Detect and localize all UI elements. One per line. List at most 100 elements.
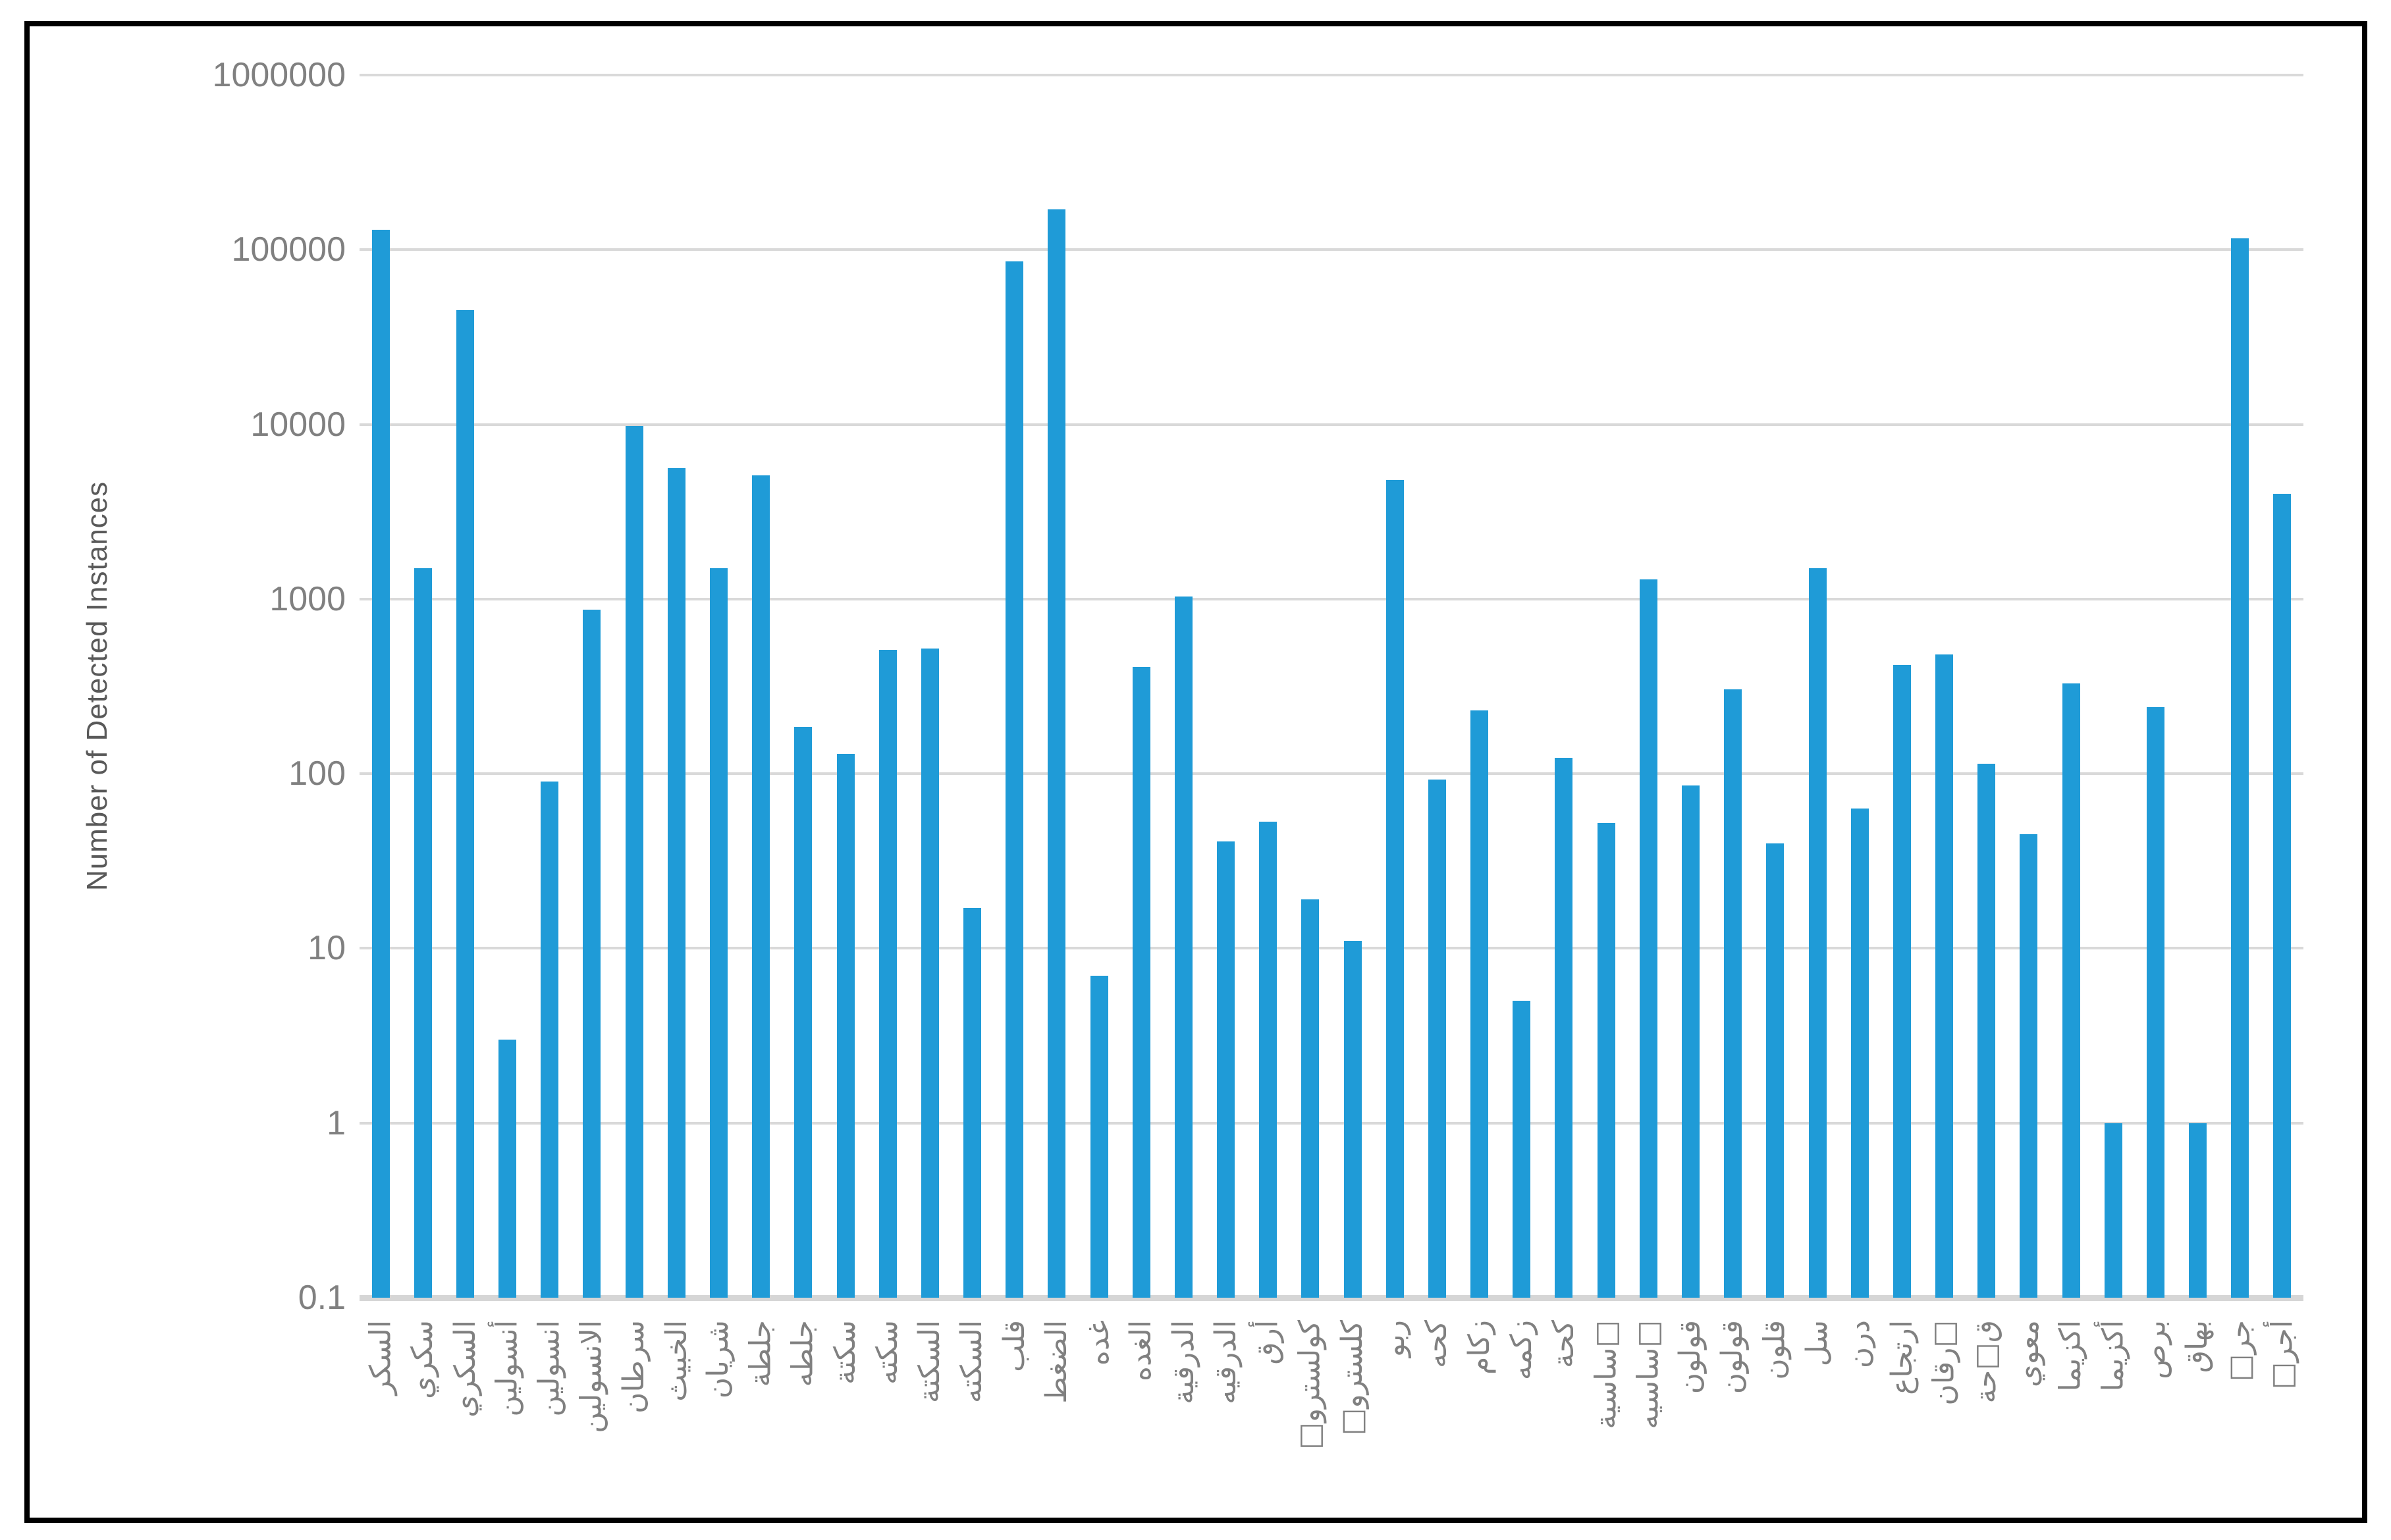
y-tick-label: 1 [327,1103,346,1142]
chart-bar-24 [1343,941,1362,1298]
chart-bar-39 [1977,764,1996,1298]
chart-bar-14 [921,649,939,1298]
chart-bar-1 [371,230,390,1298]
y-tick-label: 100 [288,755,346,793]
x-tick-label: الدرقيه [1208,1320,1243,1404]
chart-bar-37 [1893,664,1911,1298]
gridline [360,248,2303,252]
x-tick-label: شريان [701,1320,736,1399]
chart-bar-6 [583,609,601,1298]
gridline [360,74,2303,76]
chart-bar-7 [625,425,643,1298]
chart-bar-3 [456,310,474,1298]
chart-bar-10 [752,475,770,1298]
chart-bar-26 [1428,779,1446,1298]
x-tick-label: سكته [871,1320,905,1385]
chart-bar-34 [1766,843,1785,1298]
y-tick-label: 100000 [231,230,346,269]
plot-area [360,74,2303,1301]
chart-bar-42 [2104,1123,2122,1298]
chart-bar-21 [1217,841,1235,1298]
x-tick-label: الدرقية [1166,1320,1200,1404]
x-tick-label: □ساسيه [1631,1320,1665,1429]
y-tick-label: 10000 [250,405,346,444]
chart-bar-11 [794,727,813,1298]
chart-bar-23 [1301,899,1320,1298]
x-tick-label: الغده [1124,1320,1158,1382]
chart-bar-20 [1174,597,1193,1298]
x-tick-label: زكام [1462,1320,1496,1375]
chart-bar-28 [1513,1001,1531,1298]
x-tick-label: أكزيما [2096,1320,2130,1392]
chart-bar-2 [414,568,432,1298]
x-tick-label: □رقان [1927,1320,1961,1406]
x-tick-label: ق□حة [1969,1320,2003,1404]
chart-bar-29 [1555,758,1573,1298]
chart-bar-18 [1090,975,1108,1298]
x-tick-label: السكري [448,1320,482,1418]
chart-bar-38 [1935,654,1954,1298]
chart-bar-27 [1470,710,1489,1298]
x-tick-label: ربو [1378,1320,1412,1358]
chart-bar-31 [1639,579,1657,1298]
gridline [360,1121,2303,1125]
x-axis-line [360,1295,2303,1301]
chart-bar-9 [709,568,728,1298]
x-tick-label: قلب [997,1320,1031,1372]
x-tick-label: كلسترو□ [1335,1320,1370,1436]
chart-bar-43 [2146,707,2164,1298]
x-tick-label: جر□ [2222,1320,2257,1382]
chart-bar-17 [1048,209,1066,1298]
x-tick-label: أرق [1250,1320,1285,1365]
x-tick-label: أجر□ [2265,1320,2299,1390]
x-tick-label: كحة [1546,1320,1580,1368]
chart-bar-4 [498,1040,517,1298]
chart-bar-46 [2273,494,2292,1298]
x-tick-label: زكمه [1504,1320,1538,1381]
chart-bar-25 [1385,480,1404,1298]
chart-bar-40 [2020,834,2038,1298]
chart-bar-8 [667,468,685,1298]
x-tick-label: أنسولين [490,1320,524,1417]
x-tick-label: السكته [955,1320,989,1404]
chart-bar-30 [1597,823,1615,1298]
chart-bar-16 [1006,261,1024,1298]
chart-bar-5 [541,782,559,1298]
x-tick-label: جلطه [786,1320,820,1387]
x-tick-label: ارتجاع [1885,1320,1919,1395]
gridline [360,597,2303,600]
x-tick-label: قولون [1715,1320,1750,1394]
x-tick-label: جلطة [743,1320,778,1387]
x-tick-label: السكر [363,1320,398,1395]
chart-bar-22 [1259,822,1277,1298]
chart-bar-45 [2231,238,2249,1298]
x-tick-label: سل [1800,1320,1834,1367]
y-tick-label: 0.1 [298,1279,346,1317]
y-tick-label: 1000000 [212,56,346,94]
chart-bar-19 [1132,666,1150,1298]
x-tick-label: السكتة [913,1320,947,1404]
x-tick-label: انسولين [532,1320,566,1417]
y-axis-title-text: Number of Detected Instances [81,481,113,891]
chart-bar-13 [878,650,897,1298]
x-tick-label: كحه [1420,1320,1454,1368]
x-tick-label: الخبيث [659,1320,693,1402]
chart-bar-44 [2189,1123,2207,1298]
x-tick-label: الانسولين [574,1320,608,1433]
x-tick-label: الضغط [1039,1320,1073,1404]
y-tick-label: 10 [308,929,346,968]
x-tick-label: كولسترو□ [1293,1320,1327,1450]
x-tick-label: معوي [2011,1320,2045,1387]
y-tick-label: 1000 [269,579,346,618]
chart-bar-36 [1850,809,1869,1298]
x-tick-label: اكزيما [2054,1320,2088,1392]
x-tick-label: سكتة [828,1320,862,1385]
x-tick-label: قولون [1673,1320,1707,1394]
x-tick-label: سرطان [617,1320,651,1414]
x-tick-label: درن [1842,1320,1877,1369]
gridline [360,423,2303,426]
x-tick-label: بهاق [2180,1320,2215,1373]
x-tick-label: غده [1082,1320,1116,1366]
chart-bar-12 [836,753,855,1298]
